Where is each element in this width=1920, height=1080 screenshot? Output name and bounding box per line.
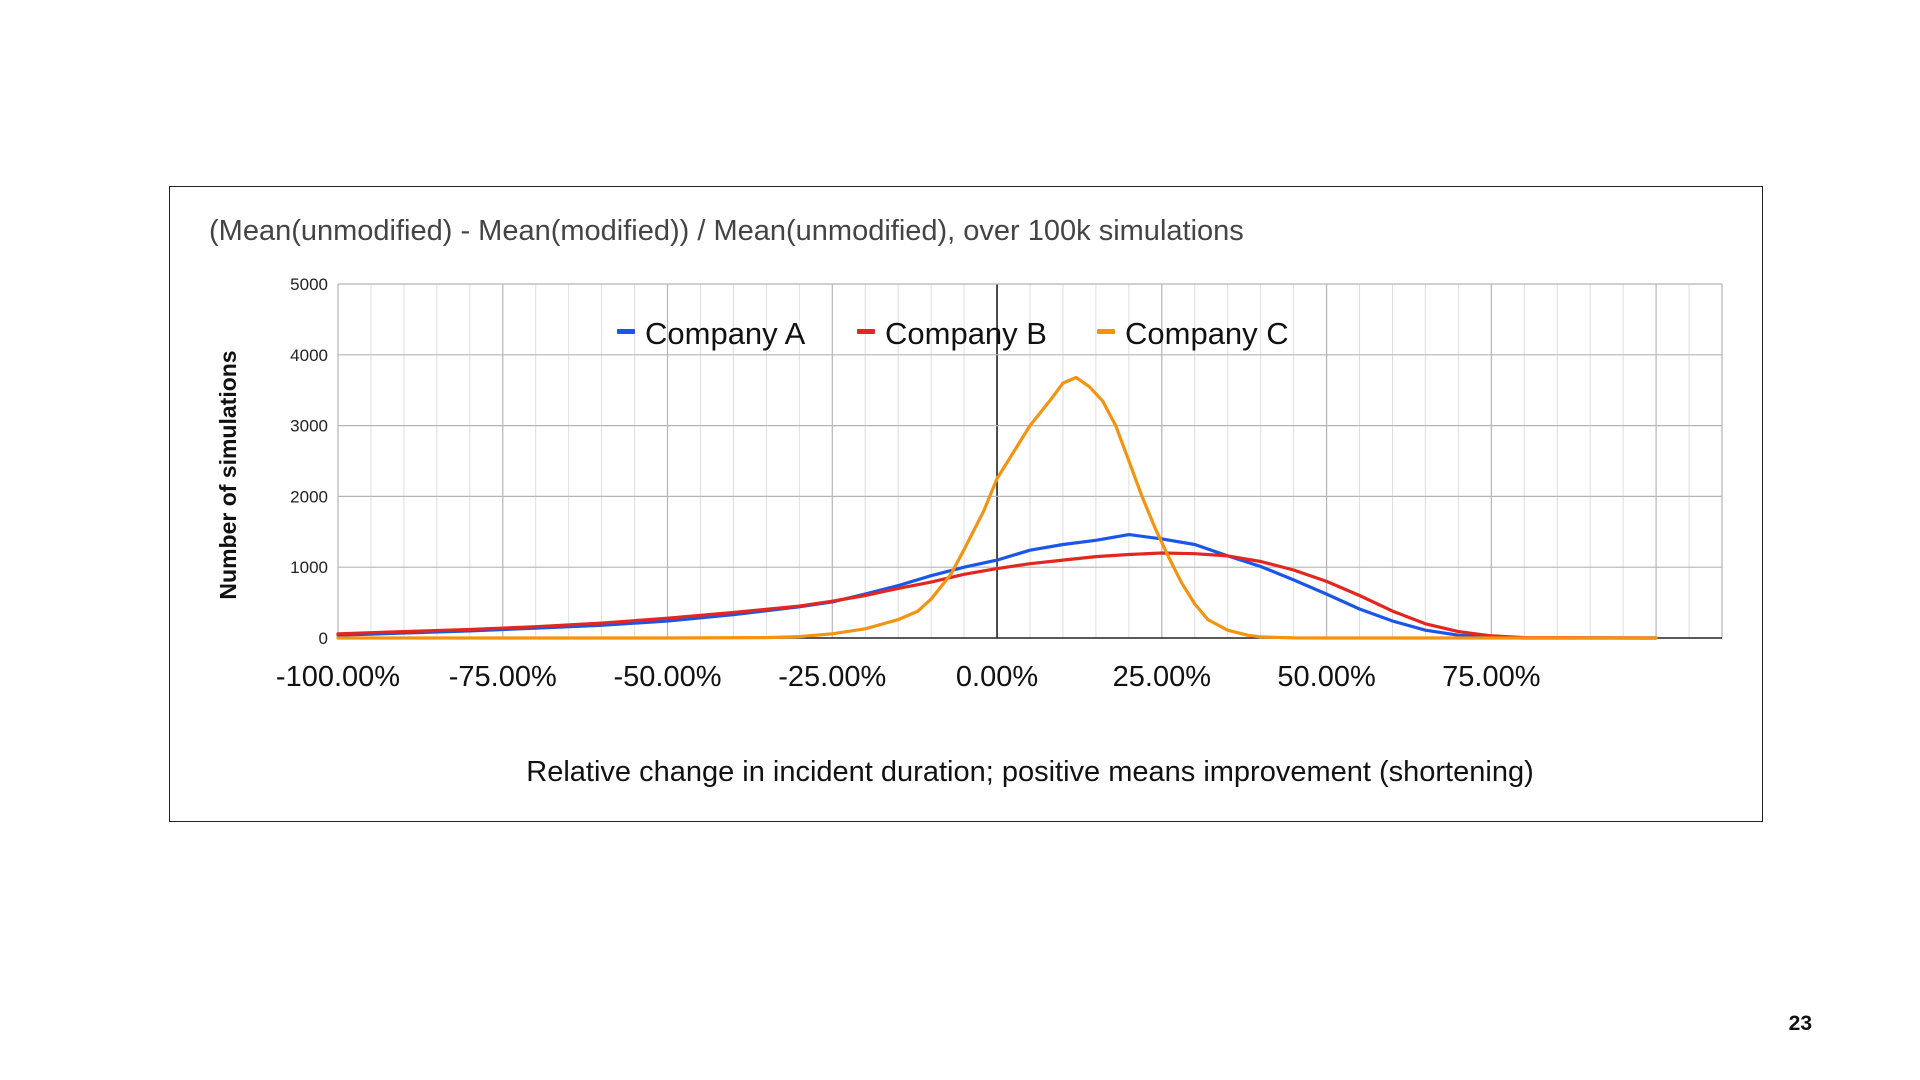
legend-label: Company C — [1125, 316, 1289, 351]
x-tick-label: 50.00% — [1277, 661, 1375, 693]
x-tick-label: -75.00% — [449, 661, 557, 693]
legend-swatch-company-b — [857, 329, 875, 334]
chart-title: (Mean(unmodified) - Mean(modified)) / Me… — [209, 215, 1244, 247]
y-tick-label: 5000 — [290, 275, 328, 294]
x-tick-label: 75.00% — [1442, 661, 1540, 693]
series-line-company-b — [336, 551, 1658, 640]
x-tick-label: -100.00% — [276, 661, 400, 693]
series-line-company-c — [336, 375, 1658, 640]
legend-swatch-company-a — [617, 329, 635, 334]
legend-label: Company B — [885, 316, 1047, 351]
legend-swatch-company-c — [1097, 329, 1115, 334]
x-axis-label: Relative change in incident duration; po… — [526, 756, 1533, 788]
y-tick-label: 4000 — [290, 346, 328, 365]
y-tick-label: 0 — [319, 629, 328, 648]
y-tick-label: 1000 — [290, 558, 328, 577]
page-number: 23 — [1788, 1012, 1812, 1035]
y-tick-label: 2000 — [290, 487, 328, 506]
legend-label: Company A — [645, 316, 806, 351]
x-tick-label: -25.00% — [778, 661, 886, 693]
y-axis-label: Number of simulations — [215, 350, 241, 599]
y-tick-label: 3000 — [290, 417, 328, 436]
x-tick-label: -50.00% — [614, 661, 722, 693]
series-line-company-a — [336, 533, 1658, 640]
x-tick-label: 0.00% — [956, 661, 1038, 693]
line-chart: 0 1000 2000 3000 4000 5000 -100.00% -75.00% -50.… — [209, 215, 1723, 788]
x-tick-label: 25.00% — [1113, 661, 1211, 693]
chart-frame: 0 1000 2000 3000 4000 5000 -100.00% -75.00% -50.… — [169, 186, 1763, 822]
